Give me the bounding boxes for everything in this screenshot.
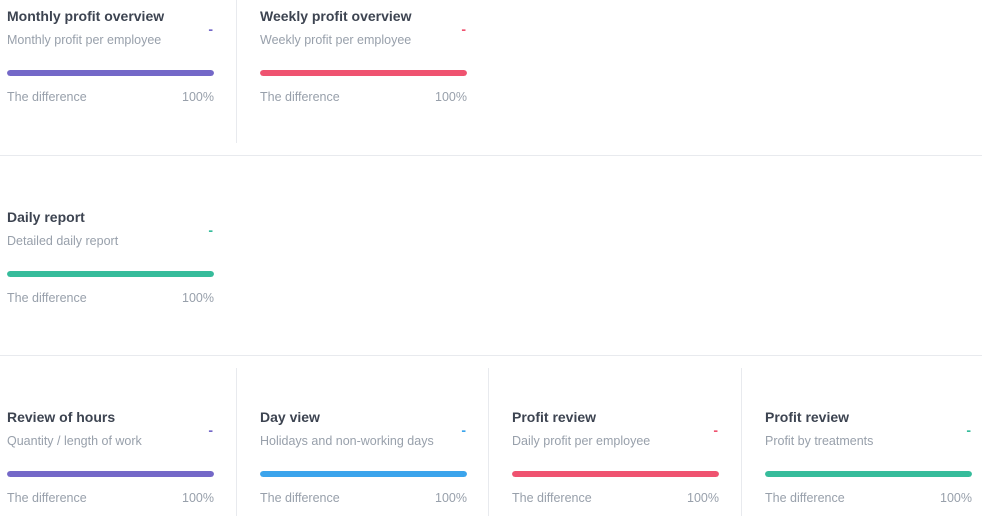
difference-value: 100%	[687, 491, 719, 505]
card-value: -	[208, 222, 213, 238]
difference-label: The difference	[7, 491, 87, 505]
progress-bar-fill	[260, 471, 467, 477]
progress-bar-fill	[512, 471, 719, 477]
progress-track	[260, 471, 467, 477]
column-divider	[741, 368, 742, 516]
column-divider	[236, 368, 237, 516]
card-title: Monthly profit overview	[7, 8, 165, 24]
card-value: -	[208, 422, 213, 438]
difference-value: 100%	[182, 491, 214, 505]
card-value: -	[461, 422, 466, 438]
column-divider	[236, 0, 237, 143]
card-subtitle: Weekly profit per employee	[260, 33, 412, 47]
progress-track	[260, 70, 467, 76]
progress-bar-fill	[260, 70, 467, 76]
row-divider	[0, 355, 982, 356]
difference-value: 100%	[435, 491, 467, 505]
progress-track	[7, 70, 214, 76]
row-divider	[0, 155, 982, 156]
difference-label: The difference	[7, 90, 87, 104]
progress-bar-fill	[765, 471, 972, 477]
card-value: -	[966, 422, 971, 438]
difference-label: The difference	[7, 291, 87, 305]
card-subtitle: Profit by treatments	[765, 434, 874, 448]
card-title: Day view	[260, 409, 320, 425]
difference-value: 100%	[182, 90, 214, 104]
difference-label: The difference	[260, 491, 340, 505]
card-title: Weekly profit overview	[260, 8, 412, 24]
card-subtitle: Holidays and non-working days	[260, 434, 434, 448]
progress-bar-fill	[7, 471, 214, 477]
difference-label: The difference	[260, 90, 340, 104]
card-title: Review of hours	[7, 409, 116, 425]
progress-bar-fill	[7, 70, 214, 76]
progress-track	[765, 471, 972, 477]
progress-track	[7, 471, 214, 477]
card-value: -	[461, 21, 466, 37]
difference-value: 100%	[435, 90, 467, 104]
difference-value: 100%	[940, 491, 972, 505]
card-subtitle: Detailed daily report	[7, 234, 119, 248]
progress-bar-fill	[7, 271, 214, 277]
card-title: Profit review	[512, 409, 597, 425]
card-subtitle: Quantity / length of work	[7, 434, 142, 448]
card-title: Profit review	[765, 409, 850, 425]
difference-label: The difference	[512, 491, 592, 505]
card-title: Daily report	[7, 209, 85, 225]
card-subtitle: Monthly profit per employee	[7, 33, 162, 47]
progress-track	[512, 471, 719, 477]
difference-label: The difference	[765, 491, 845, 505]
column-divider	[488, 368, 489, 516]
card-value: -	[208, 21, 213, 37]
progress-track	[7, 271, 214, 277]
card-subtitle: Daily profit per employee	[512, 434, 651, 448]
card-value: -	[713, 422, 718, 438]
difference-value: 100%	[182, 291, 214, 305]
